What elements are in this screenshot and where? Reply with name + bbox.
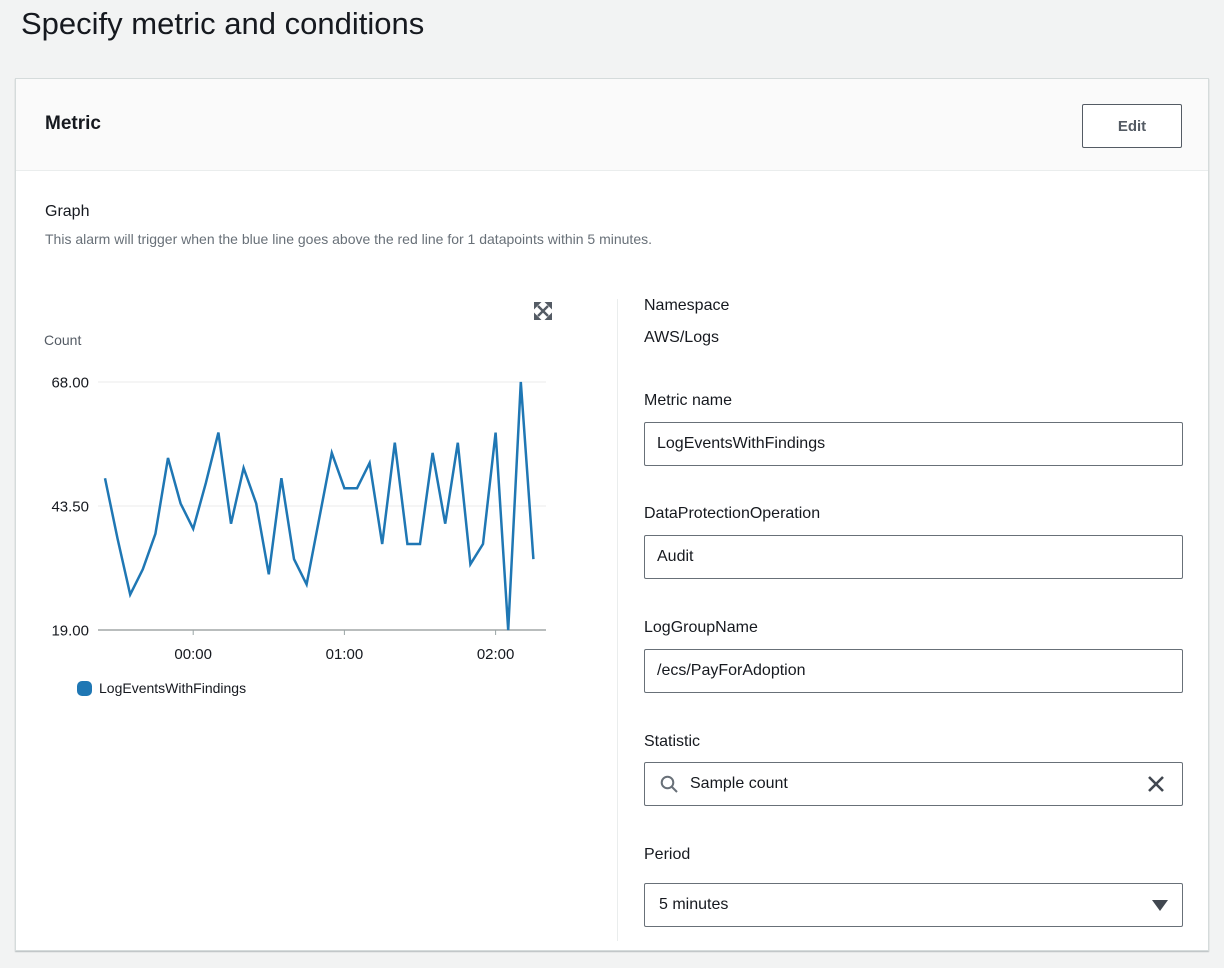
period-selected-value: 5 minutes	[659, 896, 729, 913]
statistic-label: Statistic	[644, 733, 701, 750]
legend-swatch	[77, 680, 92, 696]
statistic-search-field	[644, 762, 1183, 806]
legend-label: LogEventsWithFindings	[99, 680, 247, 696]
metric-line-series	[103, 381, 535, 631]
clear-x-icon	[1148, 776, 1164, 792]
statistic-input[interactable]	[690, 775, 1134, 793]
period-select[interactable]: 5 minutes	[644, 883, 1183, 927]
metric-card-header: Metric Edit	[16, 79, 1208, 171]
namespace-label: Namespace	[644, 297, 730, 314]
metric-name-label: Metric name	[644, 392, 733, 409]
graph-heading: Graph	[45, 203, 90, 220]
clear-statistic-button[interactable]	[1144, 772, 1168, 796]
y-tick-label: 43.50	[51, 499, 89, 516]
metric-card: Metric Edit Graph This alarm will trigge…	[15, 78, 1209, 951]
metric-card-title: Metric	[45, 113, 101, 134]
x-tick-label: 00:00	[174, 646, 212, 663]
expand-graph-button[interactable]	[532, 300, 554, 322]
data-protection-operation-label: DataProtectionOperation	[644, 505, 821, 522]
caret-down-icon	[1152, 899, 1168, 911]
panel-divider	[617, 299, 618, 941]
period-label: Period	[644, 846, 691, 863]
metric-name-input[interactable]	[644, 422, 1183, 466]
edit-button[interactable]: Edit	[1082, 104, 1182, 148]
x-tick-label: 01:00	[326, 646, 364, 663]
x-tick-label: 02:00	[477, 646, 515, 663]
search-icon	[660, 775, 678, 793]
y-axis-title: Count	[44, 332, 82, 348]
log-group-name-label: LogGroupName	[644, 619, 758, 636]
legend-item[interactable]: LogEventsWithFindings	[77, 680, 246, 696]
y-tick-label: 68.00	[51, 376, 89, 392]
log-group-name-input[interactable]	[644, 649, 1183, 693]
namespace-value: AWS/Logs	[644, 329, 719, 346]
graph-description: This alarm will trigger when the blue li…	[45, 231, 652, 247]
y-tick-label: 19.00	[51, 623, 89, 640]
page-title: Specify metric and conditions	[21, 6, 425, 41]
metric-chart-svg: 68.00 43.50 19.00 00:00 01:00 02:00	[51, 376, 546, 663]
data-protection-operation-input[interactable]	[644, 535, 1183, 579]
expand-arrows-icon	[534, 302, 552, 320]
